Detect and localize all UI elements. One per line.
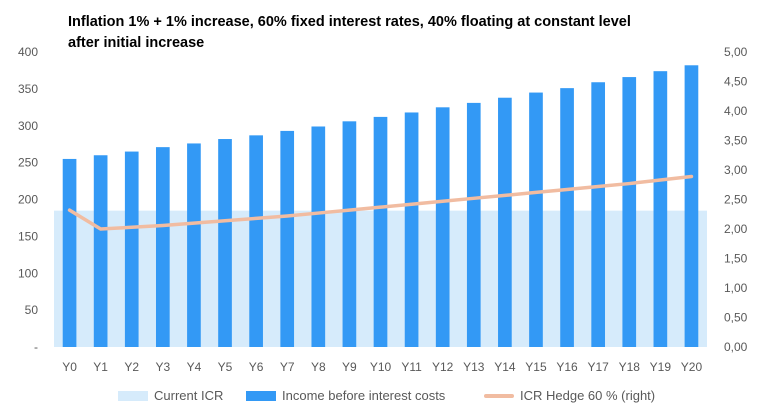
- x-axis-tick: Y6: [249, 360, 264, 374]
- legend-item-current-icr: Current ICR: [118, 388, 223, 403]
- left-axis-tick: 350: [18, 82, 38, 96]
- left-axis-tick: 300: [18, 119, 38, 133]
- x-axis-tick: Y9: [342, 360, 357, 374]
- bar-income-y19: [653, 71, 668, 348]
- legend-swatch-income: [246, 390, 276, 401]
- x-axis-tick: Y19: [650, 360, 672, 374]
- right-axis-tick: 3,50: [724, 134, 748, 148]
- x-axis-tick: Y5: [218, 360, 233, 374]
- left-axis-tick: 50: [25, 303, 39, 317]
- right-axis-tick: 2,50: [724, 193, 748, 207]
- bar-income-y3: [155, 147, 170, 347]
- x-axis-tick: Y2: [124, 360, 139, 374]
- left-axis-tick: 150: [18, 229, 38, 243]
- icr-hedge-line-group: [67, 174, 694, 231]
- bar-income-y7: [280, 130, 295, 347]
- right-axis-tick: 3,00: [724, 163, 748, 177]
- chart-legend: Current ICR Income before interest costs…: [0, 388, 768, 408]
- legend-item-income: Income before interest costs: [246, 388, 445, 403]
- bar-income-y4: [187, 143, 201, 347]
- chart-title-line-1: Inflation 1% + 1% increase, 60% fixed in…: [68, 14, 631, 30]
- x-axis-tick: Y12: [432, 360, 454, 374]
- right-axis-ticks: 0,00 0,50 1,00 1,50 2,00 2,50 3,00 3,50 4,00 4,50…: [724, 45, 748, 354]
- legend-label-current-icr: Current ICR: [154, 388, 224, 403]
- x-axis-tick: Y17: [587, 360, 609, 374]
- icr-hedge-line: [67, 174, 694, 231]
- bar-income-y16: [560, 88, 574, 347]
- x-axis-tick: Y0: [62, 360, 77, 374]
- legend-label-icr-hedge: ICR Hedge 60 % (right): [520, 388, 656, 403]
- bar-income-y11: [404, 112, 419, 347]
- bar-income-y12: [435, 107, 450, 347]
- bar-income-y9: [342, 121, 357, 347]
- x-axis-tick: Y4: [187, 360, 202, 374]
- x-axis-tick: Y15: [525, 360, 547, 374]
- legend-label-income: Income before interest costs: [282, 388, 446, 403]
- x-axis-ticks: Y0 Y1 Y2 Y3 Y4 Y5 Y6 Y7 Y8 Y9 Y10 Y11 Y12 Y13 Y14 Y15 Y1…: [62, 360, 702, 374]
- right-axis-tick: 4,00: [724, 104, 748, 118]
- x-axis-tick: Y7: [280, 360, 295, 374]
- legend-item-icr-hedge: ICR Hedge 60 % (right): [484, 388, 655, 403]
- x-axis-tick: Y3: [155, 360, 170, 374]
- left-axis-ticks: - 50 100 150 200 250 300 350 400: [18, 45, 38, 354]
- bar-income-y0: [62, 158, 77, 347]
- bar-income-y5: [218, 139, 232, 347]
- bar-income-y18: [622, 77, 637, 347]
- x-axis-tick: Y20: [681, 360, 703, 374]
- right-axis-tick: 0,50: [724, 311, 748, 325]
- right-axis-tick: 1,50: [724, 252, 748, 266]
- right-axis-tick: 2,00: [724, 222, 748, 236]
- bar-income-y2: [124, 151, 139, 347]
- legend-swatch-current-icr: [118, 390, 148, 401]
- legend-swatch-icr-hedge: [484, 393, 514, 398]
- x-axis-tick: Y8: [311, 360, 326, 374]
- income-bars-group: [62, 65, 699, 348]
- x-axis-tick: Y18: [619, 360, 641, 374]
- x-axis-tick: Y13: [463, 360, 485, 374]
- bar-income-y20: [684, 65, 699, 347]
- chart-title-line-2: after initial increase: [68, 35, 205, 51]
- left-axis-tick: -: [34, 340, 38, 354]
- right-axis-tick: 1,00: [724, 281, 748, 295]
- left-axis-tick: 400: [18, 45, 38, 59]
- left-axis-tick: 200: [18, 193, 38, 207]
- bar-income-y10: [373, 116, 388, 348]
- x-axis-tick: Y14: [494, 360, 516, 374]
- bar-income-y1: [93, 155, 108, 347]
- x-axis-tick: Y1: [93, 360, 108, 374]
- bar-income-y8: [311, 126, 326, 348]
- right-axis-tick: 5,00: [724, 45, 748, 59]
- left-axis-tick: 100: [18, 266, 38, 280]
- chart-title: Inflation 1% + 1% increase, 60% fixed in…: [68, 12, 748, 54]
- bar-income-y15: [529, 92, 543, 347]
- left-axis-tick: 250: [18, 156, 38, 170]
- x-axis-tick: Y10: [370, 360, 392, 374]
- bar-income-y13: [466, 102, 481, 347]
- right-axis-tick: 0,00: [724, 340, 748, 354]
- bar-income-y6: [249, 135, 263, 347]
- right-axis-tick: 4,50: [724, 75, 748, 89]
- bar-income-y14: [498, 97, 512, 347]
- x-axis-tick: Y11: [401, 360, 422, 374]
- bar-income-y17: [591, 82, 606, 348]
- x-axis-tick: Y16: [556, 360, 578, 374]
